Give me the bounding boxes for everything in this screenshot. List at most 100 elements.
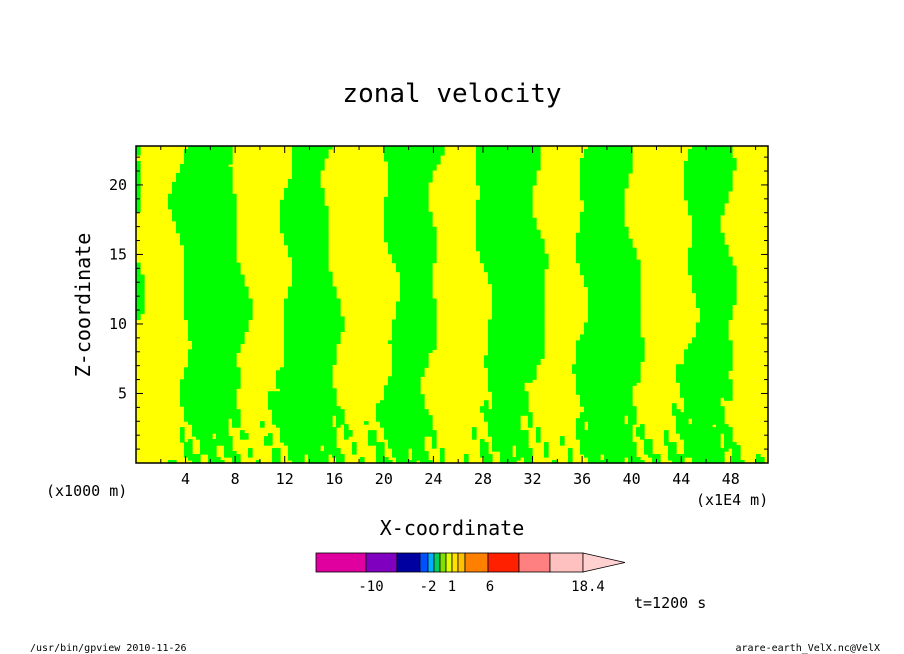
- contour-cell-negative: [232, 310, 237, 315]
- contour-cell-negative: [188, 382, 193, 386]
- contour-cell-negative: [304, 232, 309, 237]
- contour-cell-negative: [208, 301, 213, 306]
- contour-cell-negative: [228, 184, 233, 189]
- contour-cell-negative: [296, 313, 301, 318]
- contour-cell-negative: [228, 247, 233, 252]
- contour-cell-negative: [228, 292, 233, 297]
- contour-cell-negative: [304, 214, 309, 219]
- contour-cell-negative: [272, 412, 277, 416]
- contour-cell-negative: [400, 307, 405, 312]
- contour-cell-negative: [280, 220, 285, 225]
- contour-cell-negative: [220, 286, 225, 291]
- contour-cell-negative: [288, 286, 293, 291]
- contour-cell-negative: [200, 202, 205, 207]
- contour-cell-negative: [404, 214, 409, 219]
- contour-cell-negative: [304, 262, 309, 267]
- contour-cell-negative: [292, 154, 297, 159]
- contour-cell-negative: [404, 157, 409, 162]
- contour-cell-negative: [396, 418, 401, 422]
- contour-cell-negative: [172, 193, 177, 198]
- contour-cell-negative: [332, 337, 337, 341]
- contour-cell-negative: [216, 187, 221, 192]
- contour-cell-negative: [220, 355, 225, 359]
- contour-cell-negative: [208, 175, 213, 180]
- contour-cell-negative: [300, 193, 305, 198]
- contour-cell-negative: [216, 202, 221, 207]
- contour-cell-negative: [292, 439, 297, 443]
- contour-cell-negative: [324, 250, 329, 255]
- contour-cell-negative: [196, 208, 201, 213]
- contour-cell-negative: [192, 223, 197, 228]
- contour-cell-negative: [372, 436, 377, 440]
- contour-cell-negative: [232, 238, 237, 243]
- contour-cell-negative: [304, 178, 309, 183]
- contour-cell-negative: [304, 256, 309, 261]
- contour-cell-negative: [216, 376, 221, 380]
- contour-cell-negative: [216, 373, 221, 377]
- contour-cell-negative: [200, 355, 205, 359]
- contour-cell-negative: [248, 451, 253, 455]
- contour-cell-negative: [232, 208, 237, 213]
- contour-cell-negative: [324, 235, 329, 240]
- contour-cell-negative: [304, 334, 309, 338]
- contour-cell-negative: [228, 415, 233, 419]
- contour-cell-negative: [288, 307, 293, 312]
- contour-cell-negative: [300, 259, 305, 264]
- contour-cell-negative: [200, 175, 205, 180]
- contour-cell-negative: [208, 148, 213, 153]
- contour-cell-negative: [316, 310, 321, 315]
- contour-cell-negative: [212, 166, 217, 171]
- contour-cell-negative: [184, 151, 189, 156]
- contour-cell-negative: [340, 316, 345, 321]
- contour-cell-negative: [292, 352, 297, 356]
- contour-cell-negative: [400, 439, 405, 443]
- contour-cell-negative: [136, 301, 141, 306]
- contour-cell-negative: [332, 328, 337, 333]
- contour-cell-negative: [228, 238, 233, 243]
- contour-cell-negative: [200, 367, 205, 371]
- contour-cell-negative: [208, 340, 213, 344]
- contour-cell-negative: [292, 178, 297, 183]
- contour-cell-negative: [196, 319, 201, 324]
- contour-cell-negative: [296, 400, 301, 404]
- contour-cell-negative: [204, 358, 209, 362]
- contour-cell-negative: [196, 418, 201, 422]
- contour-cell-negative: [192, 367, 197, 371]
- contour-cell-negative: [340, 409, 345, 413]
- contour-cell-negative: [292, 247, 297, 252]
- contour-cell-negative: [324, 418, 329, 422]
- contour-cell-negative: [292, 424, 297, 428]
- contour-cell-negative: [268, 403, 273, 407]
- contour-cell-negative: [220, 187, 225, 192]
- contour-cell-negative: [224, 334, 229, 338]
- contour-cell-negative: [284, 229, 289, 234]
- contour-cell-negative: [304, 226, 309, 231]
- contour-cell-negative: [396, 208, 401, 213]
- contour-cell-negative: [196, 214, 201, 219]
- contour-cell-negative: [184, 193, 189, 198]
- contour-cell-negative: [200, 214, 205, 219]
- contour-cell-negative: [300, 280, 305, 285]
- contour-cell-negative: [136, 169, 141, 174]
- contour-cell-negative: [292, 370, 297, 374]
- contour-cell-negative: [224, 307, 229, 312]
- contour-cell-negative: [244, 319, 249, 324]
- contour-cell-negative: [380, 400, 385, 404]
- contour-cell-negative: [396, 211, 401, 216]
- contour-cell-negative: [404, 175, 409, 180]
- contour-cell-negative: [368, 442, 373, 446]
- contour-cell-negative: [372, 430, 377, 434]
- contour-cell-negative: [396, 262, 401, 267]
- contour-cell-negative: [316, 409, 321, 413]
- contour-cell-negative: [224, 310, 229, 315]
- contour-cell-negative: [396, 430, 401, 434]
- contour-cell-negative: [200, 172, 205, 177]
- contour-cell-negative: [304, 346, 309, 350]
- contour-cell-negative: [388, 157, 393, 162]
- contour-cell-negative: [284, 232, 289, 237]
- contour-cell-negative: [380, 457, 385, 461]
- contour-cell-negative: [316, 412, 321, 416]
- contour-cell-negative: [188, 271, 193, 276]
- contour-cell-negative: [236, 418, 241, 422]
- contour-cell-negative: [312, 292, 317, 297]
